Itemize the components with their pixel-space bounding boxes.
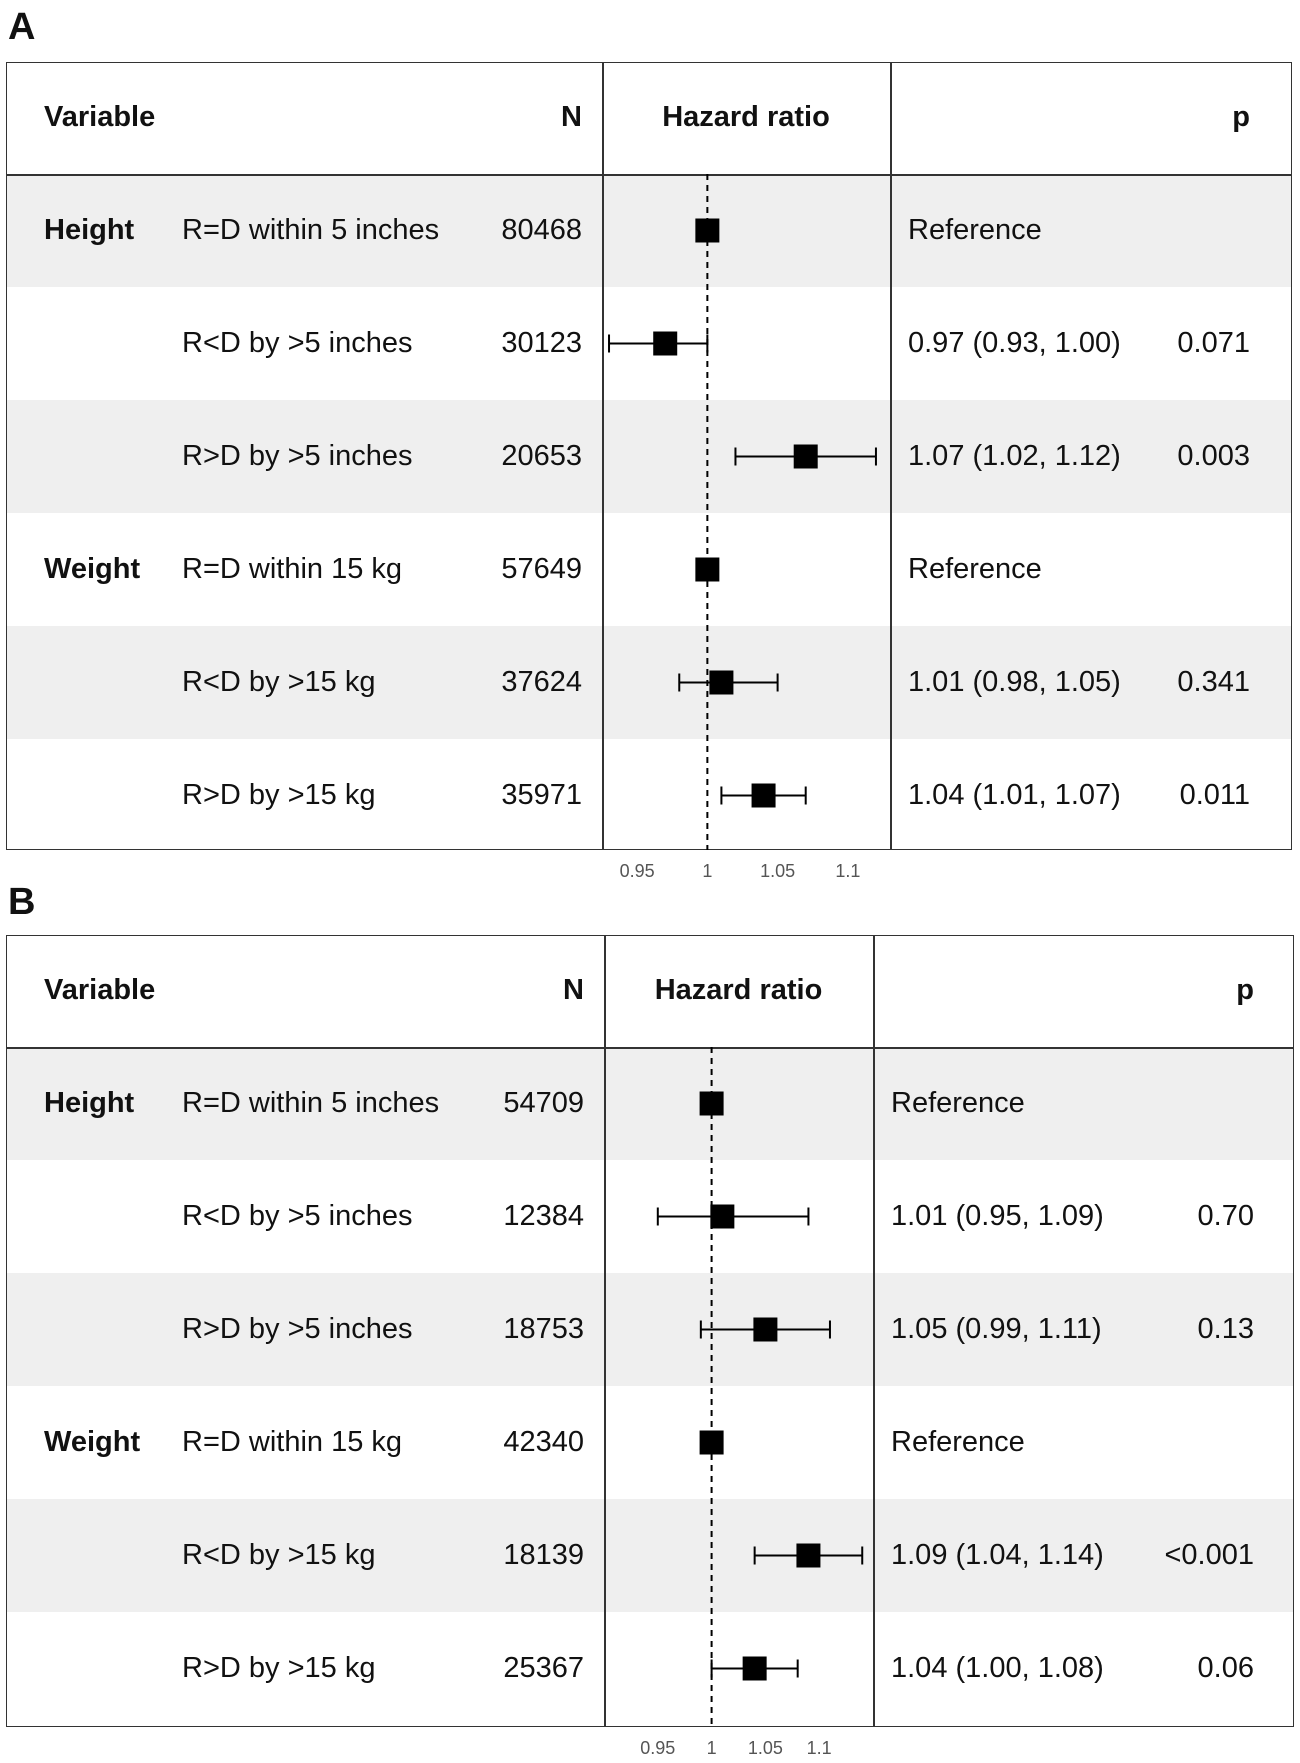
variable-label: Weight <box>44 1425 141 1458</box>
hr-marker <box>742 1656 767 1681</box>
header-n: N <box>563 974 584 1006</box>
level-label: R>D by >5 inches <box>182 1312 413 1345</box>
level-label: R>D by >15 kg <box>182 778 376 811</box>
n-value: 30123 <box>501 326 582 359</box>
p-value: <0.001 <box>1164 1538 1254 1571</box>
n-value: 37624 <box>501 665 582 698</box>
level-label: R=D within 15 kg <box>182 1425 403 1458</box>
header-divider <box>6 1047 1294 1049</box>
n-value: 25367 <box>503 1651 584 1684</box>
hr-marker <box>695 557 720 582</box>
row-stripe <box>6 174 1292 287</box>
level-label: R>D by >15 kg <box>182 1651 376 1684</box>
x-tick-label: 1 <box>706 1738 717 1758</box>
variable-label: Height <box>44 213 135 246</box>
level-label: R=D within 5 inches <box>182 1086 440 1119</box>
column-divider <box>890 62 892 850</box>
p-value: 0.06 <box>1197 1651 1254 1684</box>
level-label: R=D within 15 kg <box>182 552 403 585</box>
header-divider <box>6 174 1292 176</box>
n-value: 18753 <box>503 1312 584 1345</box>
estimate-text: 0.97 (0.93, 1.00) <box>908 326 1121 359</box>
hr-marker <box>710 1204 735 1229</box>
estimate-text: Reference <box>908 213 1042 246</box>
header-variable: Variable <box>44 974 156 1006</box>
n-value: 18139 <box>503 1538 584 1571</box>
hr-marker <box>709 670 734 695</box>
hr-marker <box>793 444 818 469</box>
p-value: 0.071 <box>1177 326 1250 359</box>
hr-marker <box>699 1430 724 1455</box>
n-value: 54709 <box>503 1086 584 1119</box>
header-p: p <box>1232 101 1250 133</box>
row-stripe <box>6 626 1292 739</box>
level-label: R<D by >15 kg <box>182 665 376 698</box>
header-hazard-ratio: Hazard ratio <box>662 101 830 133</box>
hr-marker <box>753 1317 778 1342</box>
x-tick-label: 0.95 <box>619 861 655 881</box>
p-value: 0.341 <box>1177 665 1250 698</box>
hr-marker <box>751 783 776 808</box>
estimate-text: 1.01 (0.95, 1.09) <box>891 1199 1104 1232</box>
table-frame <box>6 62 1292 850</box>
column-divider <box>602 62 604 850</box>
estimate-text: 1.04 (1.01, 1.07) <box>908 778 1121 811</box>
n-value: 20653 <box>501 439 582 472</box>
header-hazard-ratio: Hazard ratio <box>654 974 823 1006</box>
x-tick-label: 1 <box>702 861 713 881</box>
hr-marker <box>699 1091 724 1116</box>
row-stripe <box>6 1499 1294 1612</box>
n-value: 57649 <box>501 552 582 585</box>
n-value: 80468 <box>501 213 582 246</box>
estimate-text: 1.07 (1.02, 1.12) <box>908 439 1121 472</box>
row-stripe <box>6 1047 1294 1160</box>
hr-marker <box>695 218 720 243</box>
panel-label: A <box>8 6 36 48</box>
header-p: p <box>1236 974 1254 1006</box>
x-tick-label: 1.1 <box>835 861 861 881</box>
variable-label: Weight <box>44 552 141 585</box>
variable-label: Height <box>44 1086 135 1119</box>
p-value: 0.70 <box>1197 1199 1254 1232</box>
hr-marker <box>653 331 678 356</box>
header-n: N <box>561 101 582 133</box>
header-variable: Variable <box>44 101 156 133</box>
x-tick-label: 1.1 <box>806 1738 832 1758</box>
x-tick-label: 0.95 <box>640 1738 676 1758</box>
level-label: R<D by >15 kg <box>182 1538 376 1571</box>
table-frame <box>6 935 1294 1727</box>
estimate-text: Reference <box>908 552 1042 585</box>
hr-marker <box>796 1543 821 1568</box>
x-tick-label: 1.05 <box>760 861 796 881</box>
n-value: 12384 <box>503 1199 584 1232</box>
panel-label: B <box>8 881 36 923</box>
estimate-text: 1.04 (1.00, 1.08) <box>891 1651 1104 1684</box>
estimate-text: Reference <box>891 1425 1025 1458</box>
p-value: 0.13 <box>1197 1312 1254 1345</box>
estimate-text: Reference <box>891 1086 1025 1119</box>
estimate-text: 1.01 (0.98, 1.05) <box>908 665 1121 698</box>
level-label: R=D within 5 inches <box>182 213 440 246</box>
n-value: 35971 <box>501 778 582 811</box>
level-label: R<D by >5 inches <box>182 1199 413 1232</box>
level-label: R<D by >5 inches <box>182 326 413 359</box>
column-divider <box>604 935 606 1727</box>
column-divider <box>873 935 875 1727</box>
level-label: R>D by >5 inches <box>182 439 413 472</box>
estimate-text: 1.09 (1.04, 1.14) <box>891 1538 1104 1571</box>
p-value: 0.011 <box>1179 778 1250 811</box>
row-stripe <box>6 1273 1294 1386</box>
estimate-text: 1.05 (0.99, 1.11) <box>891 1312 1102 1345</box>
row-stripe <box>6 400 1292 513</box>
n-value: 42340 <box>503 1425 584 1458</box>
x-tick-label: 1.05 <box>747 1738 783 1758</box>
p-value: 0.003 <box>1177 439 1250 472</box>
